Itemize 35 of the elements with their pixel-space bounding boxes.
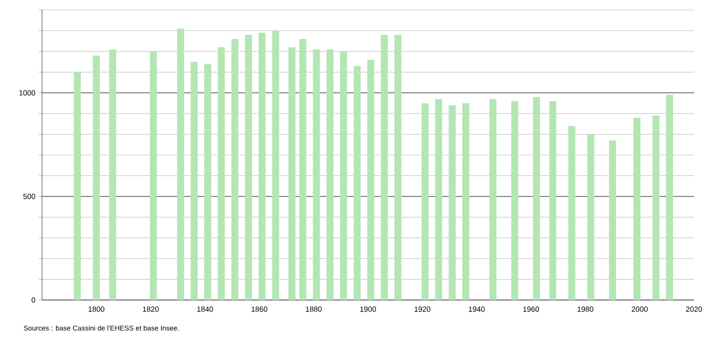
bar [568,126,576,300]
bar [150,51,157,300]
bar [231,38,238,300]
bar [218,47,225,300]
bar [299,38,306,300]
bar [74,72,81,300]
bar [549,101,556,300]
bar [633,118,640,300]
bar [448,105,456,300]
bar [609,140,616,300]
bar [340,51,348,300]
bar [380,34,388,300]
bar [190,62,198,300]
bar [312,49,320,300]
bar [288,47,296,300]
bar [422,103,429,300]
bar [272,30,280,300]
bar [511,101,518,300]
bar [394,34,402,300]
bar [532,96,540,300]
bar [462,103,470,300]
bar [652,116,660,300]
bar [326,49,334,300]
bar [489,99,496,300]
bar [92,56,100,300]
bar [367,60,374,300]
bar [435,99,442,300]
bar [244,34,252,300]
bar [258,32,266,300]
bar [204,64,212,300]
bar [666,94,674,300]
bar [109,49,116,300]
bar [354,66,361,300]
bar [177,28,184,300]
bar [587,134,594,300]
